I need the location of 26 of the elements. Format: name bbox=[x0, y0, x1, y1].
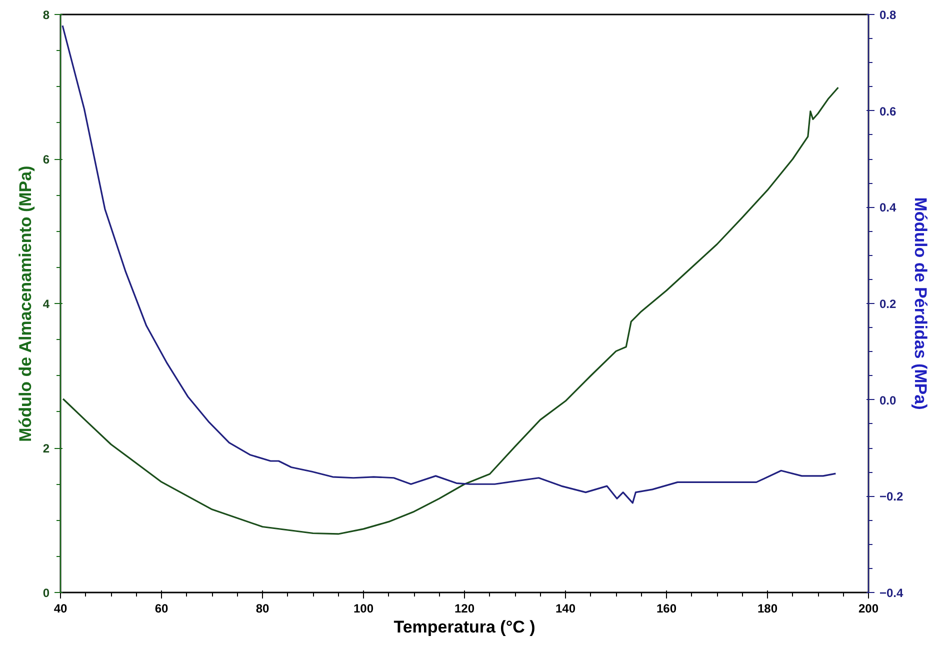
y2-tick-label: 0.6 bbox=[880, 104, 897, 118]
y-tick-label: 6 bbox=[42, 152, 50, 166]
line-series bbox=[62, 24, 836, 504]
y2-tick-label: 0.8 bbox=[880, 8, 897, 22]
y2-axis-title: Módulo de Pérdidas (MPa) bbox=[911, 197, 930, 410]
y-axis-title: Módulo de Almacenamiento (MPa) bbox=[16, 166, 35, 442]
y2-tick-label: 0.0 bbox=[880, 393, 897, 408]
x-tick-label: 80 bbox=[256, 602, 270, 616]
y-tick-label: 4 bbox=[42, 297, 50, 311]
x-tick-label: 120 bbox=[454, 602, 475, 616]
x-axis-title: Temperatura (°C ) bbox=[394, 618, 536, 636]
x-tick-label: 60 bbox=[154, 602, 168, 616]
x-tick-label: 140 bbox=[555, 602, 576, 616]
x-tick-label: 40 bbox=[54, 602, 68, 616]
x-tick-label: 200 bbox=[858, 602, 879, 616]
y-tick-label: 2 bbox=[42, 442, 50, 456]
y2-tick-label: −0.2 bbox=[880, 490, 904, 504]
x-tick-label: 180 bbox=[757, 602, 778, 616]
y2-tick-label: 0.4 bbox=[880, 200, 897, 215]
y2-tick-label: −0.4 bbox=[880, 586, 904, 600]
y-tick-label: 0 bbox=[42, 586, 50, 600]
line-series bbox=[62, 86, 839, 535]
y2-tick-label: 0.2 bbox=[880, 297, 897, 311]
x-tick-label: 160 bbox=[656, 602, 677, 616]
x-tick-label: 100 bbox=[353, 602, 374, 616]
y-tick-label: 8 bbox=[42, 8, 50, 22]
